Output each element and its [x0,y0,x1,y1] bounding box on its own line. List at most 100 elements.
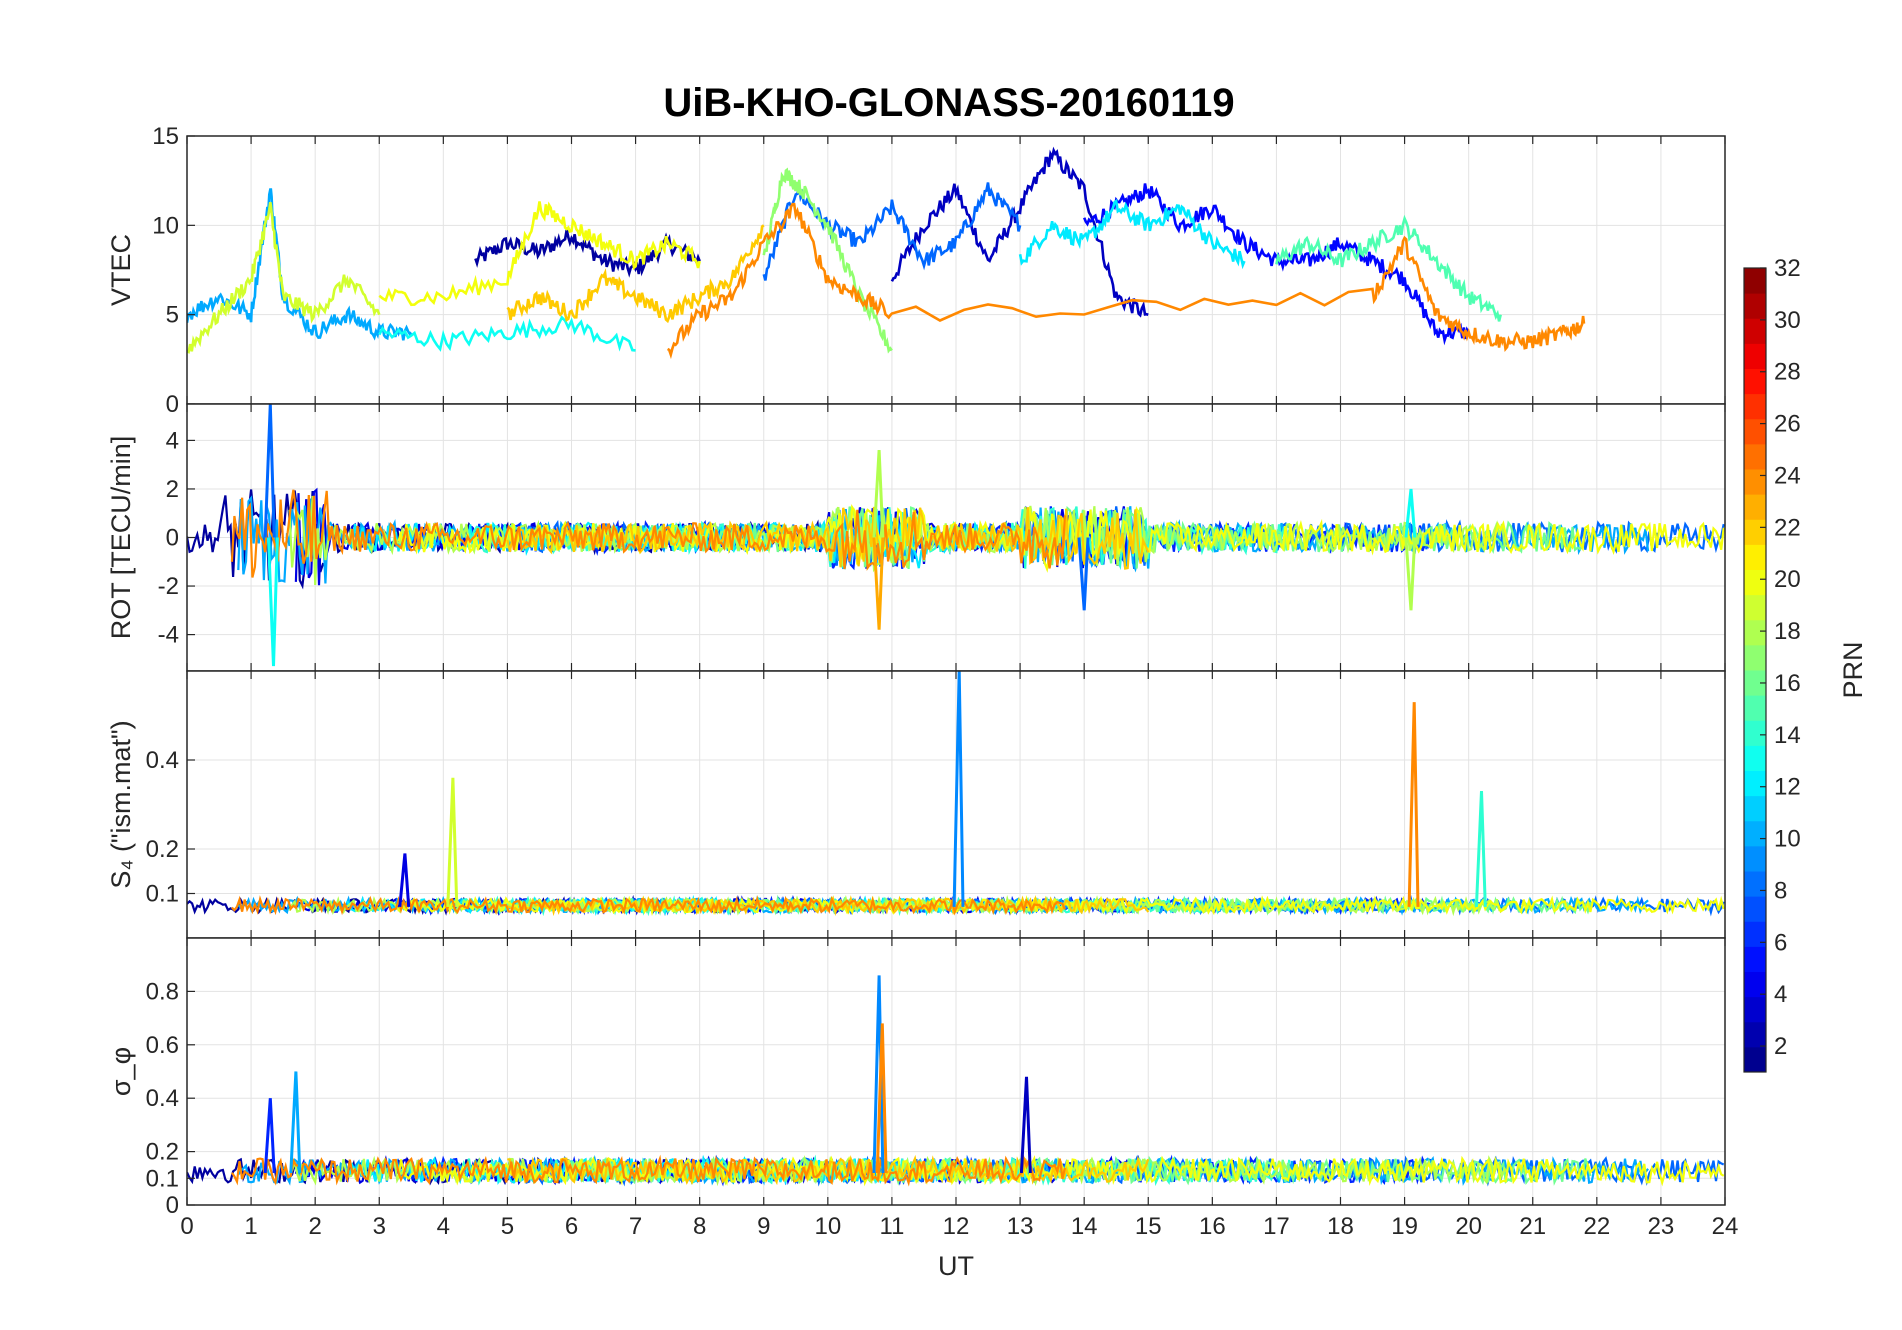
colorbar-segment [1744,494,1766,520]
colorbar-frame [1743,267,1767,1073]
trace-prn-24 [230,489,1066,578]
colorbar-segment [1744,896,1766,922]
colorbar-tick-label: 2 [1774,1033,1787,1060]
x-tick-label: 6 [565,1213,578,1240]
x-tick-label: 23 [1648,1213,1675,1240]
panel-4: 00.10.2 0.4 0.6 0.8 σ_φ [106,937,1726,1219]
colorbar-segment [1744,695,1766,721]
colorbar-tick-label: 26 [1774,411,1801,438]
plot-area [187,146,1586,360]
peak-mark [289,1071,302,1174]
peak-mark [1404,488,1417,538]
colorbar-tick-label: 28 [1774,359,1801,386]
colorbar-segment [1744,318,1766,344]
y-tick-label: 0.4 [146,1085,179,1112]
peak-mark [1019,1076,1032,1174]
peak-mark [872,975,885,1174]
colorbar-segment [1744,544,1766,570]
colorbar-label: PRN [1838,641,1868,698]
plot-area [187,975,1725,1187]
colorbar-tick-label: 30 [1774,307,1801,334]
x-tick-label: 9 [757,1213,770,1240]
colorbar-segment [1744,946,1766,972]
y-axis-label: σ_φ [106,1047,136,1096]
x-tick-label: 21 [1519,1213,1546,1240]
colorbar-segment [1744,921,1766,947]
grid [186,671,1726,938]
colorbar-segment [1744,670,1766,696]
vtec-series-prn-13 [378,315,636,352]
x-tick-label: 12 [943,1213,970,1240]
colorbar-segment [1744,644,1766,671]
x-tick-label: 0 [180,1213,193,1240]
colorbar-segment [1744,720,1766,746]
x-ticks [186,136,1726,404]
peak-mark [875,1023,888,1174]
x-tick-label: 8 [693,1213,706,1240]
peak-mark [872,537,885,630]
colorbar-segment [1744,845,1766,872]
x-tick-label: 14 [1071,1213,1098,1240]
x-tick-label: 19 [1391,1213,1418,1240]
y-tick-label: 10 [152,212,179,239]
colorbar-segment [1744,569,1766,596]
panel-2: -4 -2 0 2 4 ROT [TECU/min] [106,403,1726,672]
colorbar-tick-label: 22 [1774,514,1801,541]
x-tick-label: 16 [1199,1213,1226,1240]
x-tick-label: 3 [373,1213,386,1240]
y-tick-label: 0.8 [146,978,179,1005]
vtec-series-prn-17 [762,167,893,354]
peak-mark [446,777,459,907]
x-tick-label: 13 [1007,1213,1034,1240]
grid [186,404,1726,671]
x-tick-label: 22 [1583,1213,1610,1240]
y-tick-label: 0.1 [146,1165,179,1192]
colorbar-segment [1744,443,1766,470]
y-tick-label: 4 [166,427,179,454]
peak-mark [1407,702,1420,907]
colorbar-tick-label: 10 [1774,826,1801,853]
y-tick-label: 0 [166,1192,179,1219]
colorbar-segment [1744,996,1766,1023]
x-tick-label: 17 [1263,1213,1290,1240]
colorbar-segment [1744,393,1766,420]
trace-prn-24 [230,1154,1066,1187]
colorbar-segment [1744,268,1766,294]
colorbar-tick-label: 20 [1774,566,1801,593]
colorbar-tick-label: 32 [1774,255,1801,282]
colorbar-segment [1744,820,1766,847]
peak-mark [266,537,279,667]
panel-1: 0 5 10 15 VTEC [106,123,1726,418]
y-tick-label: 0.6 [146,1032,179,1059]
x-tick-label: 20 [1455,1213,1482,1240]
colorbar-segment [1744,368,1766,395]
plot-area [187,671,1725,917]
x-tick-label: 2 [308,1213,321,1240]
x-axis-label: UT [938,1251,974,1281]
trace-prn-24 [231,895,1066,916]
y-tick-label: 15 [152,123,179,150]
y-axis-label: VTEC [106,234,136,306]
colorbar-segment [1744,519,1766,545]
x-tick-label: 11 [879,1213,904,1240]
colorbar-tick-label: 18 [1774,618,1801,645]
colorbar-tick-label: 16 [1774,670,1801,697]
y-tick-label: 0.2 [146,1139,179,1166]
colorbar-segment [1744,971,1766,998]
colorbar-segment [1744,795,1766,822]
y-tick-label: -4 [158,622,179,649]
peak-mark [1474,791,1487,907]
x-tick-label: 24 [1712,1213,1739,1240]
vtec-series-prn-8 [762,182,1022,281]
chart-title: UiB-KHO-GLONASS-20160119 [663,81,1234,125]
peak-mark [872,450,885,538]
peak-mark [263,404,276,538]
vtec-series-prn-20 [378,201,701,307]
colorbar-tick-label: 6 [1774,929,1787,956]
y-axis-label: S₄ ("ism.mat") [106,720,136,888]
colorbar-segment [1744,594,1766,621]
x-tick-label: 7 [629,1213,642,1240]
colorbar-segment [1744,745,1766,771]
y-tick-label: 0 [166,525,179,552]
